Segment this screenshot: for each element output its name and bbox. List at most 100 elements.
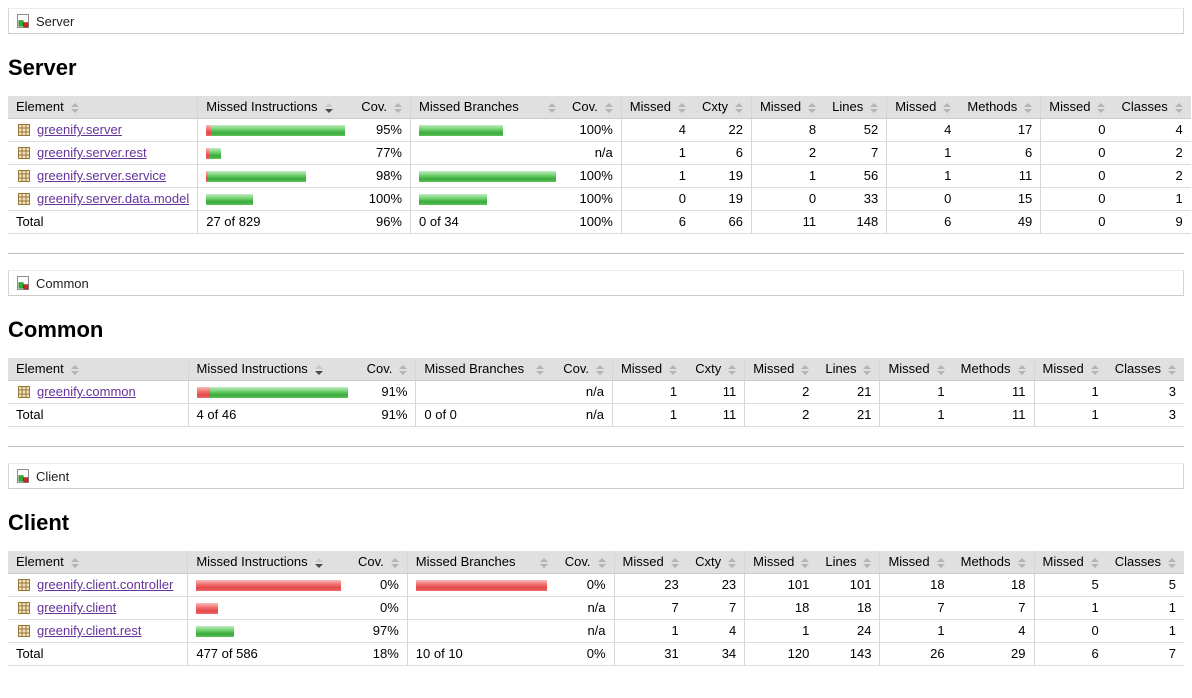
branches-bar-cell xyxy=(410,187,564,211)
col-header-methods[interactable]: Methods xyxy=(952,358,1035,381)
sort-icon xyxy=(399,364,408,375)
col-header-instruction-cov[interactable]: Cov. xyxy=(353,96,411,119)
sort-icon xyxy=(1024,102,1033,113)
col-header-missed-cxty[interactable]: Missed xyxy=(611,358,686,381)
col-header-classes[interactable]: Classes xyxy=(1106,358,1184,381)
package-link[interactable]: greenify.client xyxy=(37,600,117,615)
missed-lines-value: 2 xyxy=(750,141,825,165)
missed-methods-value: 1 xyxy=(886,164,960,188)
missed-lines-value: 8 xyxy=(750,118,825,142)
sort-icon-active xyxy=(314,557,323,568)
col-header-missed-classes[interactable]: Missed xyxy=(1033,551,1107,574)
classes-value: 4 xyxy=(1113,118,1191,142)
group-report-icon xyxy=(15,468,31,484)
sort-icon xyxy=(1017,557,1026,568)
col-header-missed-methods[interactable]: Missed xyxy=(879,551,953,574)
table-row: greenify.server.service 98% 100% 1 19 1 … xyxy=(8,164,1191,188)
package-link[interactable]: greenify.client.rest xyxy=(37,623,142,638)
total-missed-cxty: 6 xyxy=(620,210,694,234)
col-header-missed-lines[interactable]: Missed xyxy=(744,551,818,574)
col-header-branch-cov[interactable]: Cov. xyxy=(552,358,613,381)
col-header-element[interactable]: Element xyxy=(8,358,189,381)
package-link[interactable]: greenify.common xyxy=(37,384,136,399)
col-header-lines[interactable]: Lines xyxy=(817,551,880,574)
missed-methods-value: 18 xyxy=(879,573,953,597)
col-header-cxty[interactable]: Cxty xyxy=(693,96,752,119)
col-header-missed-branches[interactable]: Missed Branches xyxy=(406,551,557,574)
col-header-missed-lines[interactable]: Missed xyxy=(750,96,825,119)
col-header-missed-cxty[interactable]: Missed xyxy=(613,551,687,574)
package-link[interactable]: greenify.server xyxy=(37,122,123,137)
total-missed-classes: 1 xyxy=(1033,403,1107,427)
col-header-missed-instructions[interactable]: Missed Instructions xyxy=(197,96,354,119)
col-header-element[interactable]: Element xyxy=(8,96,198,119)
total-label: Total xyxy=(8,210,198,234)
total-missed-classes: 0 xyxy=(1040,210,1114,234)
col-header-missed-methods[interactable]: Missed xyxy=(879,358,953,381)
col-header-missed-methods[interactable]: Missed xyxy=(886,96,960,119)
total-missed-cxty: 31 xyxy=(613,642,687,666)
instructions-bar-cell xyxy=(187,380,356,404)
report-section-common: Common Common Element Missed Instruction… xyxy=(8,270,1184,427)
missed-cxty-value: 0 xyxy=(620,187,694,211)
total-missed-cxty: 1 xyxy=(611,403,686,427)
total-missed-classes: 6 xyxy=(1033,642,1107,666)
sort-icon xyxy=(728,364,737,375)
instructions-coverage-bar xyxy=(206,148,222,160)
total-branch-cov: 100% xyxy=(564,210,622,234)
missed-classes-value: 1 xyxy=(1033,380,1107,404)
col-header-lines[interactable]: Lines xyxy=(824,96,887,119)
col-header-instruction-cov[interactable]: Cov. xyxy=(355,358,416,381)
sort-icon xyxy=(604,102,613,113)
col-header-missed-cxty[interactable]: Missed xyxy=(620,96,694,119)
total-instruction-cov: 96% xyxy=(353,210,411,234)
sort-icon xyxy=(801,364,810,375)
cxty-value: 11 xyxy=(685,380,745,404)
package-link[interactable]: greenify.server.service xyxy=(37,168,167,183)
col-header-element[interactable]: Element xyxy=(8,551,188,574)
coverage-table: Element Missed Instructions Cov. Missed … xyxy=(8,551,1184,666)
sort-icon xyxy=(1017,364,1026,375)
table-row: greenify.common 91% n/a 1 11 2 21 1 11 1… xyxy=(8,380,1184,404)
col-header-missed-classes[interactable]: Missed xyxy=(1040,96,1114,119)
col-header-missed-instructions[interactable]: Missed Instructions xyxy=(187,358,356,381)
package-icon xyxy=(16,384,32,400)
col-header-missed-instructions[interactable]: Missed Instructions xyxy=(187,551,350,574)
package-link[interactable]: greenify.server.data.model xyxy=(37,191,190,206)
sort-icon xyxy=(863,364,872,375)
sort-icon xyxy=(669,364,678,375)
col-header-classes[interactable]: Classes xyxy=(1113,96,1191,119)
col-header-missed-classes[interactable]: Missed xyxy=(1033,358,1107,381)
col-header-classes[interactable]: Classes xyxy=(1106,551,1184,574)
classes-value: 5 xyxy=(1106,573,1184,597)
missed-cxty-value: 7 xyxy=(613,596,687,620)
col-header-missed-lines[interactable]: Missed xyxy=(744,358,818,381)
col-header-lines[interactable]: Lines xyxy=(817,358,880,381)
sort-icon xyxy=(70,557,79,568)
total-lines: 21 xyxy=(817,403,880,427)
instruction-coverage-value: 100% xyxy=(353,187,411,211)
col-header-methods[interactable]: Methods xyxy=(959,96,1041,119)
col-header-branch-cov[interactable]: Cov. xyxy=(556,551,615,574)
col-header-missed-branches[interactable]: Missed Branches xyxy=(410,96,564,119)
sort-icon xyxy=(728,557,737,568)
sort-icon xyxy=(1174,102,1183,113)
col-header-cxty[interactable]: Cxty xyxy=(686,551,745,574)
cxty-value: 6 xyxy=(693,141,752,165)
total-missed-methods: 1 xyxy=(879,403,953,427)
methods-value: 18 xyxy=(952,573,1034,597)
col-header-cxty[interactable]: Cxty xyxy=(685,358,745,381)
sort-icon xyxy=(677,102,686,113)
methods-value: 6 xyxy=(959,141,1041,165)
lines-value: 18 xyxy=(817,596,880,620)
col-header-instruction-cov[interactable]: Cov. xyxy=(349,551,408,574)
sort-icon xyxy=(734,102,743,113)
package-icon xyxy=(16,600,32,616)
package-link[interactable]: greenify.server.rest xyxy=(37,145,147,160)
col-header-methods[interactable]: Methods xyxy=(952,551,1034,574)
breadcrumb-label: Server xyxy=(36,13,75,29)
col-header-branch-cov[interactable]: Cov. xyxy=(564,96,622,119)
package-link[interactable]: greenify.client.controller xyxy=(37,577,174,592)
total-methods: 29 xyxy=(952,642,1034,666)
col-header-missed-branches[interactable]: Missed Branches xyxy=(415,358,553,381)
